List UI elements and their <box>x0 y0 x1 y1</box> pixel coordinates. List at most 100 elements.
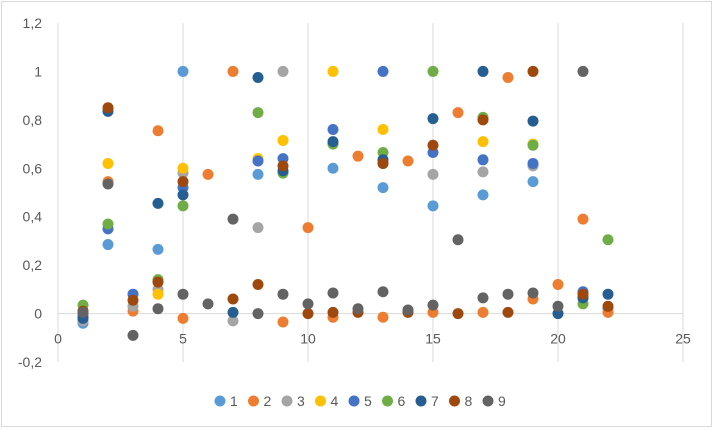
series-8-point <box>602 300 614 312</box>
series-9-point <box>127 329 139 341</box>
series-9-point <box>327 287 339 299</box>
legend-marker-7 <box>415 395 427 407</box>
series-8-point <box>177 176 189 188</box>
series-8-point <box>527 65 539 77</box>
series-4-point <box>177 162 189 174</box>
series-6-point <box>102 218 114 230</box>
legend-label-3: 3 <box>297 393 305 409</box>
x-tick-label: 10 <box>300 331 316 347</box>
series-9-point <box>377 286 389 298</box>
legend-label-5: 5 <box>364 393 372 409</box>
series-2-point <box>277 316 289 328</box>
legend-label-7: 7 <box>431 393 439 409</box>
series-7-point <box>527 115 539 127</box>
series-8-point <box>327 306 339 318</box>
series-1-point <box>327 162 339 174</box>
series-7-point <box>602 288 614 300</box>
series-1-point <box>102 239 114 251</box>
series-3-point <box>477 166 489 178</box>
series-8-point <box>477 114 489 126</box>
series-2-point <box>477 306 489 318</box>
series-8-point <box>427 139 439 151</box>
series-8-point <box>152 276 164 288</box>
series-6-point <box>602 234 614 246</box>
points-layer <box>77 65 614 341</box>
series-9-point <box>427 299 439 311</box>
series-6-point <box>252 107 264 119</box>
series-8-point <box>277 160 289 172</box>
series-8-point <box>502 306 514 318</box>
series-2-point <box>152 125 164 137</box>
series-1-point <box>377 182 389 194</box>
y-tick-label: 0,2 <box>23 257 43 273</box>
series-3-point <box>227 315 239 327</box>
series-8-point <box>252 279 264 291</box>
y-tick-label: 0 <box>34 306 42 322</box>
legend: 1 2 3 4 5 6 7 8 9 <box>214 393 506 409</box>
series-9-point <box>77 306 89 318</box>
series-1-point <box>477 189 489 201</box>
series-9-point <box>527 287 539 299</box>
legend-label-9: 9 <box>498 393 506 409</box>
y-tick-label: -0,2 <box>18 354 42 370</box>
series-3-point <box>427 168 439 180</box>
series-9-point <box>552 300 564 312</box>
legend-label-4: 4 <box>331 393 339 409</box>
series-8-point <box>302 308 314 320</box>
series-8-point <box>377 157 389 169</box>
series-1-point <box>177 65 189 77</box>
series-2-point <box>227 65 239 77</box>
legend-marker-9 <box>482 395 494 407</box>
series-9-point <box>452 234 464 246</box>
legend-marker-2 <box>248 395 259 407</box>
y-tick-label: 0,6 <box>23 160 43 176</box>
series-9-point <box>352 303 364 315</box>
series-2-point <box>577 213 589 225</box>
series-2-point <box>302 222 314 234</box>
series-2-point <box>452 107 464 119</box>
legend-label-8: 8 <box>465 393 473 409</box>
legend-marker-5 <box>348 395 360 407</box>
y-tick-label: 1 <box>34 63 42 79</box>
series-2-point <box>377 311 389 323</box>
series-9-point <box>202 298 214 310</box>
y-tick-label: 0,8 <box>23 112 43 128</box>
series-2-point <box>502 71 514 83</box>
series-4-point <box>327 65 339 77</box>
series-9-point <box>577 65 589 77</box>
legend-label-6: 6 <box>398 393 406 409</box>
series-5-point <box>377 65 389 77</box>
series-8-point <box>227 293 239 305</box>
series-9-point <box>177 288 189 300</box>
series-7-point <box>152 197 164 209</box>
series-7-point <box>477 65 489 77</box>
y-tick-label: 1,2 <box>23 15 43 31</box>
series-2-point <box>177 312 189 324</box>
legend-marker-3 <box>281 395 293 407</box>
series-8-point <box>102 102 114 114</box>
series-1-point <box>252 168 264 180</box>
series-5-point <box>527 157 539 169</box>
series-2-point <box>552 279 564 291</box>
series-5-point <box>327 124 339 136</box>
series-1-point <box>427 200 439 212</box>
series-9-point <box>477 292 489 304</box>
series-4-point <box>377 124 389 136</box>
series-3-point <box>252 222 264 234</box>
series-6-point <box>177 200 189 212</box>
legend-label-1: 1 <box>230 393 238 409</box>
series-7-point <box>252 71 264 83</box>
series-9-point <box>152 303 164 315</box>
series-2-point <box>352 150 364 162</box>
legend-marker-4 <box>315 395 326 407</box>
series-5-point <box>252 155 264 167</box>
series-8-point <box>577 288 589 300</box>
series-1-point <box>527 176 539 188</box>
legend-marker-6 <box>382 395 393 407</box>
series-1-point <box>152 243 164 255</box>
x-tick-label: 25 <box>675 331 691 347</box>
series-6-point <box>427 65 439 77</box>
series-4-point <box>277 134 289 146</box>
y-tick-label: 0,4 <box>23 209 43 225</box>
